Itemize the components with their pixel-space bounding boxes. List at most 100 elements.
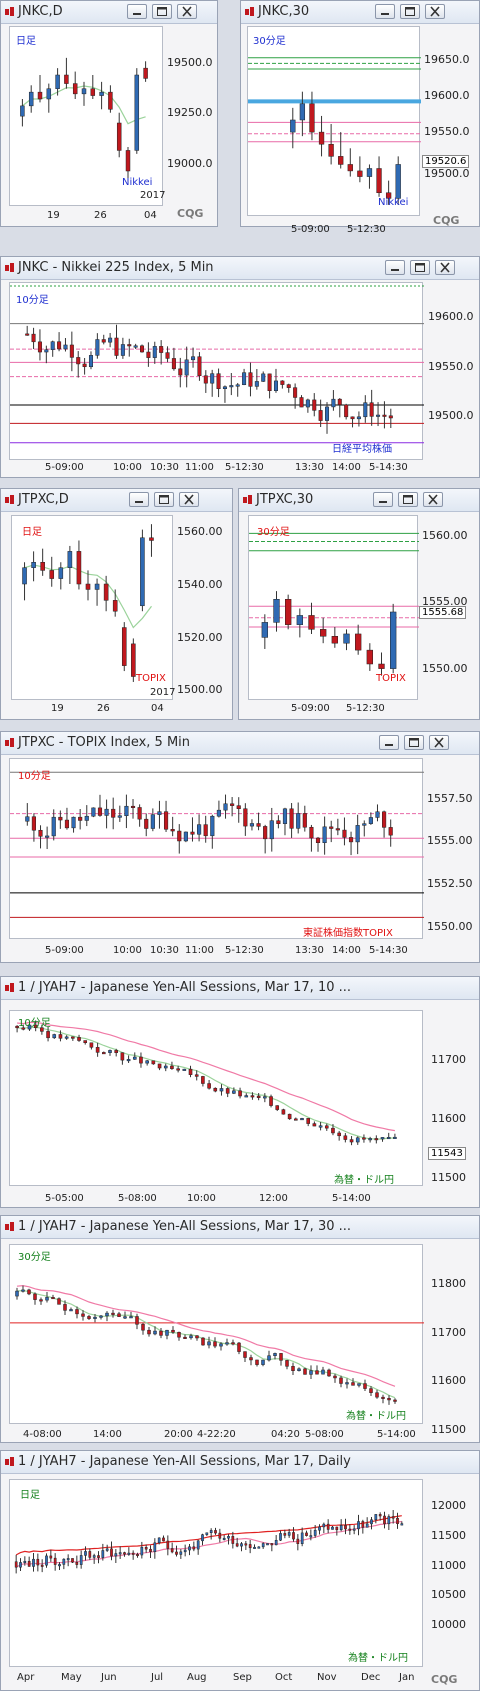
maximize-button[interactable] — [410, 260, 430, 275]
candle-body — [153, 1542, 157, 1552]
titlebar[interactable]: 1 / JYAH7 - Japanese Yen-All Sessions, M… — [1, 977, 479, 1000]
candle-body — [170, 1548, 174, 1553]
cqg-logo: CQG — [177, 207, 204, 220]
candle-body — [52, 1034, 57, 1039]
minimize-button[interactable] — [375, 4, 395, 19]
candle-body — [331, 636, 338, 644]
candle-body — [305, 1532, 308, 1536]
window-title: JNKC - Nikkei 225 Index, 5 Min — [18, 260, 214, 275]
candle-body — [116, 122, 122, 151]
candle-body — [286, 384, 291, 388]
titlebar[interactable]: JTPXC - TOPIX Index, 5 Min — [1, 732, 479, 755]
candle-body — [269, 820, 274, 840]
titlebar[interactable]: JTPXC,D — [1, 489, 232, 512]
candle-body — [322, 1523, 326, 1528]
x-tick: 19 — [47, 210, 60, 221]
candle-body — [381, 1396, 385, 1399]
plot-area[interactable]: 日足 Nikkei 2017 — [9, 26, 165, 206]
x-tick: 14:00 — [93, 1429, 122, 1440]
close-button[interactable] — [423, 492, 443, 507]
x-tick: Sep — [233, 1672, 252, 1683]
titlebar[interactable]: JNKC,30 — [241, 1, 479, 24]
candle-body — [219, 1343, 223, 1347]
titlebar[interactable]: JNKC,D — [1, 1, 217, 24]
plot-area[interactable]: 30分足 TOPIX — [248, 515, 419, 700]
plot-area[interactable]: 30分足 Nikkei — [247, 26, 421, 216]
titlebar[interactable]: 1 / JYAH7 - Japanese Yen-All Sessions, M… — [1, 1451, 479, 1474]
titlebar[interactable]: JNKC - Nikkei 225 Index, 5 Min — [1, 257, 479, 280]
minimize-button[interactable] — [129, 492, 149, 507]
candle-body — [382, 811, 387, 828]
y-tick: 1557.50 — [427, 792, 473, 805]
candle-body — [97, 1555, 100, 1558]
candle-body — [275, 1105, 280, 1110]
maximize-button[interactable] — [398, 492, 418, 507]
candle-body — [266, 1543, 269, 1546]
candle-body — [121, 627, 127, 666]
candle-body — [396, 1517, 399, 1525]
candle-body — [118, 1552, 122, 1555]
minimize-button[interactable] — [385, 260, 405, 275]
candle-body — [375, 811, 380, 818]
plot-area[interactable]: 10分足 日経平均株価 — [9, 282, 424, 460]
plot-area[interactable]: 10分足 東証株価指数TOPIX — [9, 758, 424, 939]
maximize-button[interactable] — [152, 4, 172, 19]
candle-body — [305, 399, 310, 408]
close-button[interactable] — [177, 4, 197, 19]
candle-body — [270, 1543, 274, 1546]
candle-body — [140, 537, 145, 607]
candle-body — [393, 1136, 397, 1139]
candle-body — [152, 346, 157, 358]
minimize-button[interactable] — [373, 492, 393, 507]
candle-body — [178, 368, 183, 376]
candle-body — [82, 363, 87, 368]
y-tick: 19550.0 — [428, 360, 474, 373]
candle-body — [166, 1540, 170, 1549]
titlebar[interactable]: 1 / JYAH7 - Japanese Yen-All Sessions, M… — [1, 1216, 479, 1239]
candle-body — [285, 599, 292, 625]
minimize-button[interactable] — [379, 735, 399, 750]
plot-area[interactable]: 日足 為替・ドル円 — [9, 1479, 423, 1667]
candle-body — [44, 349, 49, 353]
y-tick: 19550.0 — [424, 125, 470, 138]
candle-body — [240, 1543, 243, 1547]
candle-body — [203, 824, 208, 837]
x-tick: Apr — [17, 1672, 35, 1683]
candle-body — [243, 1351, 247, 1358]
series-label: Nikkei — [122, 177, 153, 188]
candle-body — [95, 1047, 100, 1053]
candle-body — [222, 1537, 226, 1540]
maximize-button[interactable] — [154, 492, 174, 507]
candle-body — [344, 404, 349, 418]
close-button[interactable] — [429, 735, 449, 750]
candle-body — [378, 1514, 382, 1517]
close-button[interactable] — [435, 260, 455, 275]
maximize-button[interactable] — [404, 735, 424, 750]
candle-body — [123, 1316, 127, 1319]
candle-body — [249, 823, 255, 827]
y-tick: 1550.00 — [427, 920, 473, 933]
candle-body — [232, 1090, 236, 1094]
candle-body — [182, 1068, 187, 1071]
candle-body — [231, 1342, 235, 1345]
maximize-button[interactable] — [400, 4, 420, 19]
candle-body — [318, 1125, 323, 1128]
x-tick: 04 — [151, 703, 164, 714]
close-button[interactable] — [425, 4, 445, 19]
close-button[interactable] — [179, 492, 199, 507]
candle-body — [159, 1330, 163, 1336]
titlebar[interactable]: JTPXC,30 — [239, 489, 479, 512]
y-tick: 19600.0 — [428, 310, 474, 323]
plot-area[interactable]: 日足 TOPIX 2017 — [11, 515, 175, 700]
plot-area[interactable]: 10分足 為替・ドル円 — [9, 1010, 423, 1186]
chart-window-icon — [5, 983, 15, 993]
candle-body — [15, 1025, 19, 1029]
plot-area[interactable]: 30分足 為替・ドル円 — [9, 1244, 424, 1424]
period-label: 日足 — [22, 527, 42, 538]
candle-body — [88, 355, 93, 368]
candle-body — [62, 1558, 66, 1565]
candle-body — [386, 1137, 391, 1140]
x-tick: 4-08:00 — [23, 1429, 62, 1440]
minimize-button[interactable] — [127, 4, 147, 19]
candle-body — [153, 1330, 157, 1335]
